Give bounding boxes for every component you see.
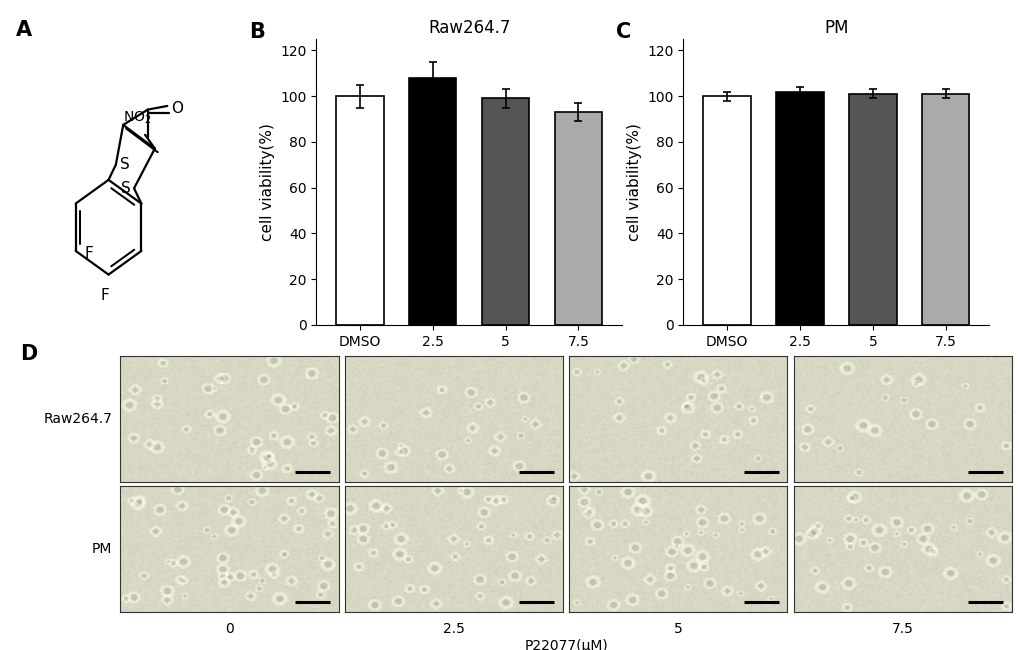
Bar — [554, 112, 601, 325]
Bar — [775, 92, 823, 325]
Text: F: F — [85, 246, 93, 261]
Bar — [848, 94, 896, 325]
Bar — [703, 96, 750, 325]
Text: P22077(μM): P22077(μM) — [524, 639, 607, 650]
Text: S: S — [119, 157, 129, 172]
Text: PM: PM — [92, 542, 112, 556]
Y-axis label: cell viability(%): cell viability(%) — [259, 123, 274, 241]
Bar — [921, 94, 968, 325]
Text: A: A — [15, 20, 32, 40]
Text: P22077(μM): P22077(μM) — [830, 378, 914, 391]
Text: F: F — [101, 289, 109, 304]
Text: 0: 0 — [225, 622, 233, 636]
Text: O: O — [171, 101, 183, 116]
Text: P22077(μM): P22077(μM) — [464, 378, 547, 391]
Text: C: C — [615, 22, 631, 42]
Text: 5: 5 — [674, 622, 682, 636]
Bar — [409, 78, 457, 325]
Bar — [482, 99, 529, 325]
Title: PM: PM — [823, 20, 848, 38]
Text: 7.5: 7.5 — [891, 622, 913, 636]
Text: B: B — [249, 22, 265, 42]
Text: D: D — [20, 344, 38, 365]
Text: S: S — [120, 181, 130, 196]
Y-axis label: cell viability(%): cell viability(%) — [626, 123, 641, 241]
Text: Raw264.7: Raw264.7 — [43, 412, 112, 426]
Text: NO$_2$: NO$_2$ — [123, 109, 152, 125]
Title: Raw264.7: Raw264.7 — [428, 20, 510, 38]
Bar — [336, 96, 383, 325]
Text: 2.5: 2.5 — [442, 622, 465, 636]
